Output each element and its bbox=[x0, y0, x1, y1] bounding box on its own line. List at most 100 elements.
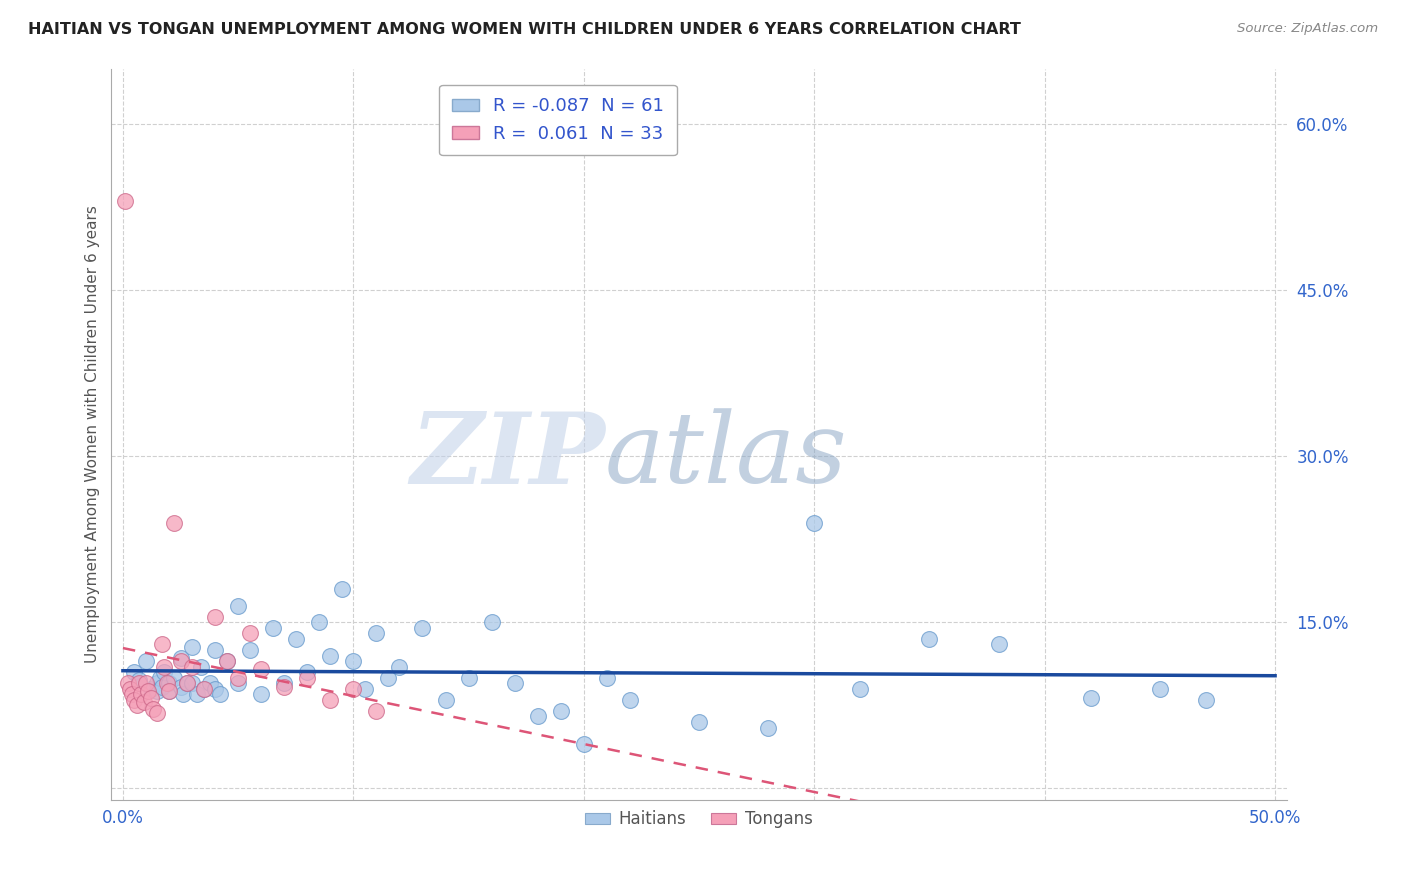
Point bbox=[131, 687, 153, 701]
Point bbox=[550, 704, 572, 718]
Point bbox=[125, 698, 148, 713]
Point bbox=[181, 659, 204, 673]
Point bbox=[1080, 690, 1102, 705]
Point bbox=[157, 684, 180, 698]
Point bbox=[388, 659, 411, 673]
Point bbox=[215, 654, 238, 668]
Point bbox=[142, 702, 165, 716]
Point bbox=[204, 643, 226, 657]
Point bbox=[169, 650, 191, 665]
Point bbox=[139, 690, 162, 705]
Point bbox=[330, 582, 353, 596]
Point bbox=[118, 681, 141, 696]
Point bbox=[803, 516, 825, 530]
Text: Source: ZipAtlas.com: Source: ZipAtlas.com bbox=[1237, 22, 1378, 36]
Point bbox=[117, 676, 139, 690]
Point bbox=[239, 643, 262, 657]
Point bbox=[434, 693, 457, 707]
Point bbox=[284, 632, 307, 646]
Point bbox=[153, 659, 176, 673]
Point bbox=[319, 648, 342, 663]
Text: atlas: atlas bbox=[605, 409, 848, 504]
Point bbox=[208, 687, 231, 701]
Point bbox=[124, 693, 146, 707]
Point bbox=[342, 681, 364, 696]
Point bbox=[128, 676, 150, 690]
Y-axis label: Unemployment Among Women with Children Under 6 years: Unemployment Among Women with Children U… bbox=[86, 205, 100, 663]
Point bbox=[193, 681, 215, 696]
Point bbox=[918, 632, 941, 646]
Point bbox=[200, 676, 222, 690]
Point bbox=[342, 654, 364, 668]
Point bbox=[146, 684, 169, 698]
Text: HAITIAN VS TONGAN UNEMPLOYMENT AMONG WOMEN WITH CHILDREN UNDER 6 YEARS CORRELATI: HAITIAN VS TONGAN UNEMPLOYMENT AMONG WOM… bbox=[28, 22, 1021, 37]
Point bbox=[153, 665, 176, 680]
Point bbox=[411, 621, 433, 635]
Point bbox=[176, 676, 198, 690]
Point bbox=[226, 676, 249, 690]
Point bbox=[354, 681, 377, 696]
Point bbox=[150, 637, 173, 651]
Point bbox=[297, 665, 319, 680]
Point bbox=[121, 687, 143, 701]
Point bbox=[132, 695, 155, 709]
Point bbox=[136, 684, 159, 698]
Point bbox=[526, 709, 548, 723]
Point bbox=[297, 671, 319, 685]
Point bbox=[262, 621, 284, 635]
Point bbox=[1149, 681, 1171, 696]
Point bbox=[149, 671, 172, 685]
Point bbox=[308, 615, 330, 630]
Point bbox=[181, 640, 204, 654]
Point bbox=[135, 654, 157, 668]
Legend: Haitians, Tongans: Haitians, Tongans bbox=[579, 804, 820, 835]
Point bbox=[172, 687, 194, 701]
Point bbox=[226, 599, 249, 613]
Point bbox=[128, 673, 150, 687]
Point bbox=[849, 681, 872, 696]
Point bbox=[124, 665, 146, 680]
Point bbox=[481, 615, 503, 630]
Point bbox=[1195, 693, 1218, 707]
Point bbox=[503, 676, 526, 690]
Point bbox=[226, 671, 249, 685]
Point bbox=[250, 662, 273, 676]
Point bbox=[114, 194, 136, 209]
Point bbox=[688, 714, 710, 729]
Point bbox=[157, 676, 180, 690]
Point bbox=[377, 671, 399, 685]
Point bbox=[156, 676, 179, 690]
Point bbox=[204, 681, 226, 696]
Point bbox=[273, 680, 295, 694]
Point bbox=[193, 681, 215, 696]
Point bbox=[146, 676, 169, 690]
Point bbox=[756, 721, 779, 735]
Point bbox=[169, 680, 191, 694]
Point bbox=[215, 654, 238, 668]
Point bbox=[181, 676, 204, 690]
Point bbox=[190, 659, 212, 673]
Point bbox=[186, 687, 208, 701]
Point bbox=[162, 516, 184, 530]
Point bbox=[176, 676, 198, 690]
Point bbox=[457, 671, 479, 685]
Point bbox=[273, 676, 295, 690]
Point bbox=[366, 626, 388, 640]
Point bbox=[987, 637, 1010, 651]
Point bbox=[250, 687, 273, 701]
Point bbox=[146, 706, 169, 720]
Point bbox=[239, 626, 262, 640]
Point bbox=[572, 737, 595, 751]
Point bbox=[596, 671, 619, 685]
Point bbox=[169, 654, 191, 668]
Point bbox=[366, 704, 388, 718]
Point bbox=[150, 680, 173, 694]
Point bbox=[135, 676, 157, 690]
Point bbox=[319, 693, 342, 707]
Point bbox=[162, 671, 184, 685]
Point bbox=[157, 684, 180, 698]
Point bbox=[204, 609, 226, 624]
Point bbox=[619, 693, 641, 707]
Text: ZIP: ZIP bbox=[411, 408, 605, 504]
Point bbox=[139, 681, 162, 696]
